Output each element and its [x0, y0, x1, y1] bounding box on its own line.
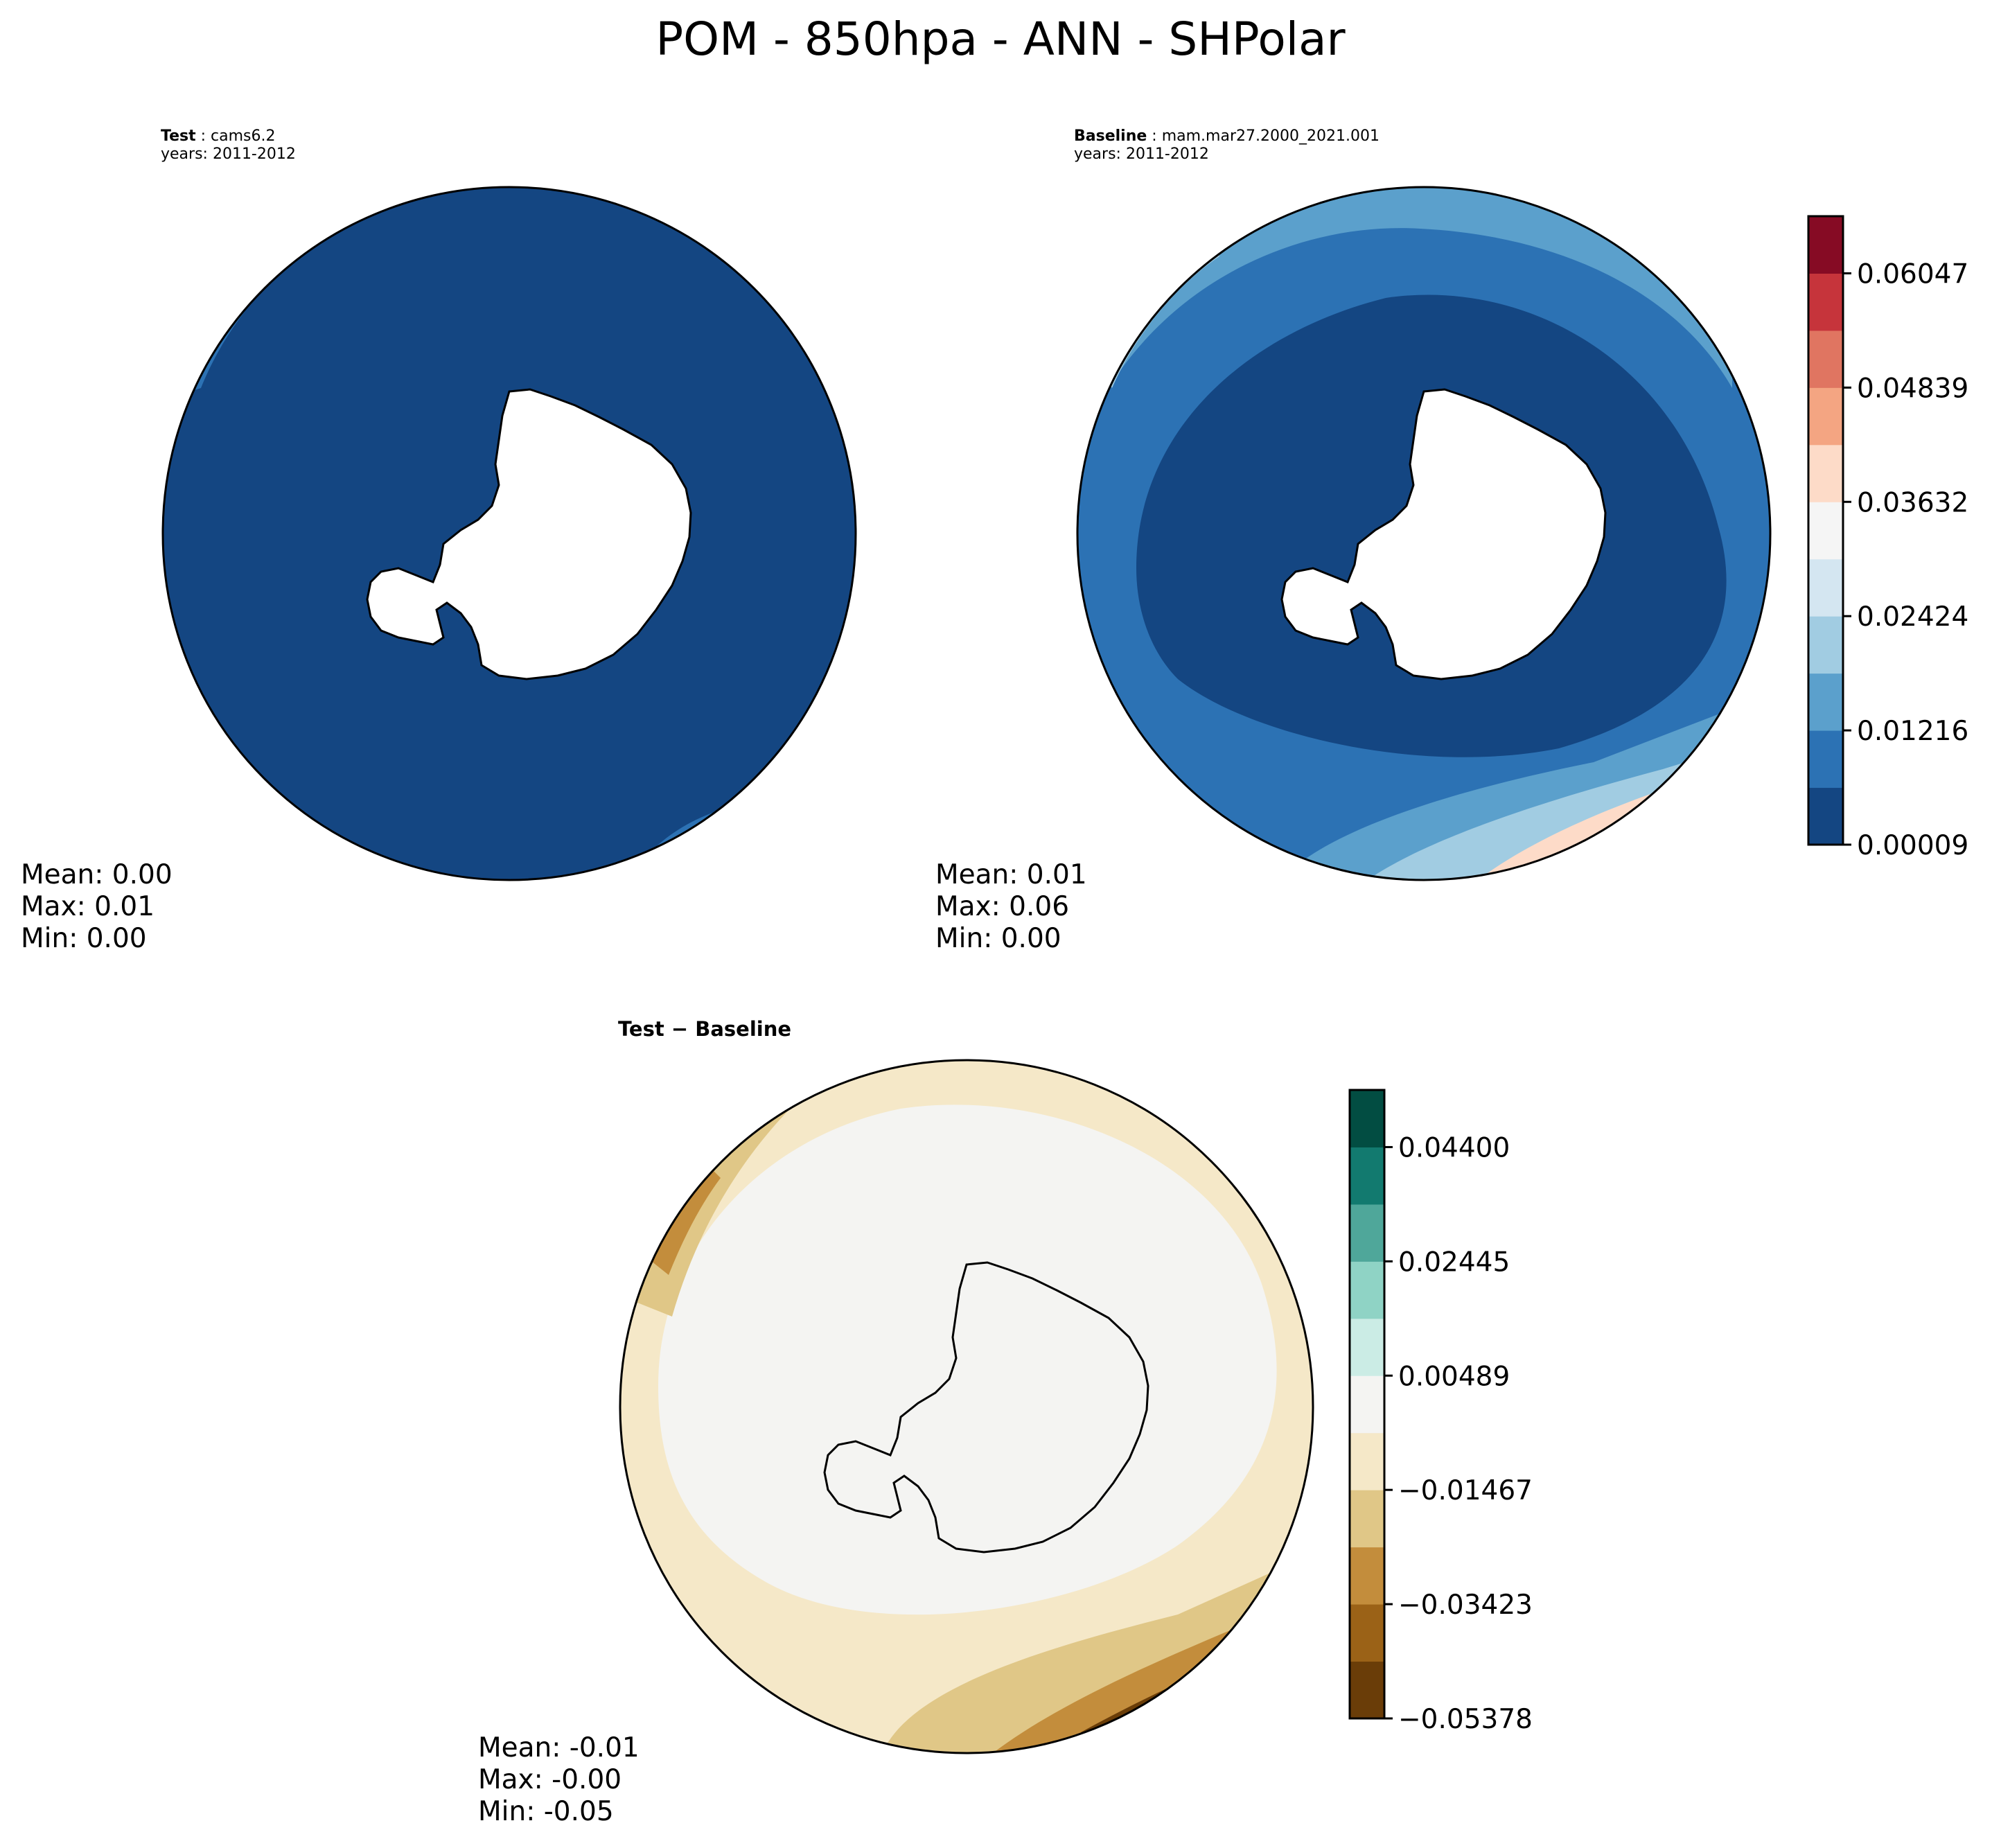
diff-map — [619, 1059, 1314, 1754]
colorbar-diff-tick-label: 0.02445 — [1398, 1247, 1510, 1278]
baseline-subtitle: Baseline : mam.mar27.2000_2021.001 years… — [1074, 127, 1379, 164]
colorbar-diff-swatch — [1350, 1147, 1384, 1205]
colorbar-main-swatch — [1808, 330, 1843, 388]
colorbar-main-tick-label: 0.01216 — [1857, 716, 1968, 747]
colorbar-main-swatch — [1808, 673, 1843, 731]
colorbar-diff: −0.05378 −0.03423 −0.01467 0.00489 0.02445 0.… — [1348, 1089, 1533, 1735]
test-map — [161, 186, 857, 881]
colorbar-diff-swatch — [1350, 1204, 1384, 1262]
test-case-label: Test — [161, 127, 196, 145]
baseline-stats: Mean: 0.01 Max: 0.06 Min: 0.00 — [935, 859, 1087, 955]
colorbar-diff-swatch — [1350, 1261, 1384, 1319]
test-stats: Mean: 0.00 Max: 0.01 Min: 0.00 — [21, 859, 173, 955]
baseline-years: years: 2011-2012 — [1074, 146, 1209, 163]
colorbar-diff-swatch — [1350, 1490, 1384, 1548]
colorbar-main-tick-label: 0.02424 — [1857, 601, 1968, 633]
colorbar-diff-swatch — [1350, 1090, 1384, 1147]
colorbar-diff-tick-label: −0.01467 — [1398, 1475, 1533, 1506]
test-mean: Mean: 0.00 — [21, 859, 173, 890]
colorbar-main-swatch — [1808, 558, 1843, 617]
colorbar-diff-swatch — [1350, 1661, 1384, 1719]
diff-max: Max: -0.00 — [478, 1764, 622, 1795]
colorbar-main-swatch — [1808, 787, 1843, 845]
baseline-map — [1076, 186, 1772, 881]
diff-title: Test − Baseline — [618, 1017, 792, 1041]
colorbar-diff-tick-label: −0.03423 — [1398, 1590, 1533, 1621]
baseline-case-name: mam.mar27.2000_2021.001 — [1161, 127, 1379, 145]
colorbar-diff-frame — [1348, 1089, 1386, 1720]
colorbar-diff-swatch — [1350, 1375, 1384, 1434]
colorbar-main-swatch — [1808, 444, 1843, 502]
baseline-mean: Mean: 0.01 — [935, 859, 1087, 890]
baseline-case-sep: : — [1147, 127, 1162, 145]
colorbar-main-swatch — [1808, 502, 1843, 560]
colorbar-main-tick-label: 0.00009 — [1857, 830, 1968, 861]
colorbar-main-tick-label: 0.06047 — [1857, 258, 1968, 290]
colorbar-main-swatch — [1808, 273, 1843, 331]
colorbar-diff-swatch — [1350, 1604, 1384, 1662]
test-min: Min: 0.00 — [21, 923, 147, 954]
colorbar-diff-tick-label: −0.05378 — [1398, 1704, 1533, 1735]
figure-title: POM - 850hpa - ANN - SHPolar — [655, 12, 1346, 66]
colorbar-main-swatch — [1808, 216, 1843, 274]
baseline-case-label: Baseline — [1074, 127, 1147, 145]
colorbar-diff-swatch — [1350, 1318, 1384, 1376]
diff-min: Min: -0.05 — [478, 1796, 614, 1827]
colorbar-main-swatch — [1808, 616, 1843, 674]
colorbar-diff-swatch — [1350, 1432, 1384, 1490]
test-case-sep: : — [195, 127, 211, 145]
test-max: Max: 0.01 — [21, 891, 155, 922]
diff-mean: Mean: -0.01 — [478, 1732, 640, 1763]
test-subtitle: Test : cams6.2 years: 2011-2012 — [161, 127, 296, 164]
test-case-name: cams6.2 — [211, 127, 276, 145]
colorbar-main-swatch — [1808, 387, 1843, 446]
colorbar-main-swatch — [1808, 730, 1843, 789]
colorbar-diff-tick-label: 0.00489 — [1398, 1361, 1510, 1392]
diff-stats: Mean: -0.01 Max: -0.00 Min: -0.05 — [478, 1732, 640, 1828]
baseline-max: Max: 0.06 — [935, 891, 1070, 922]
colorbar-main-tick-label: 0.04839 — [1857, 373, 1968, 404]
colorbar-diff-tick-label: 0.04400 — [1398, 1132, 1510, 1163]
test-years: years: 2011-2012 — [161, 146, 296, 163]
baseline-min: Min: 0.00 — [935, 923, 1061, 954]
colorbar-main-tick-label: 0.03632 — [1857, 487, 1968, 518]
colorbar-diff-swatch — [1350, 1547, 1384, 1605]
colorbar-main: 0.00009 0.01216 0.02424 0.03632 0.04839 0.060… — [1807, 215, 1968, 861]
colorbar-main-frame — [1807, 215, 1844, 846]
